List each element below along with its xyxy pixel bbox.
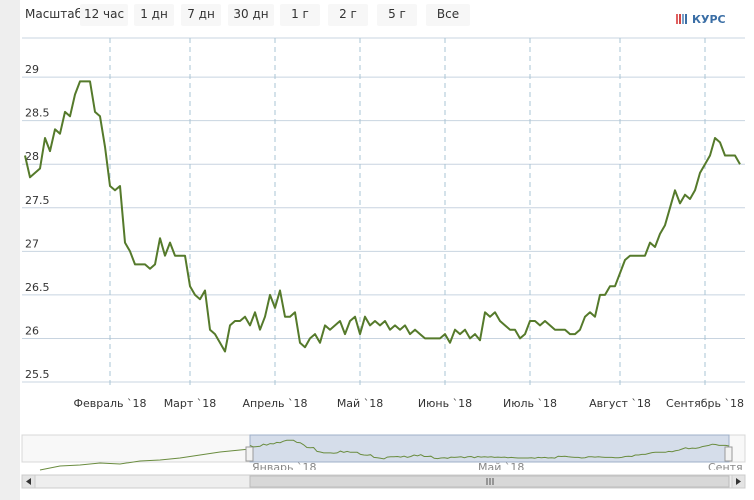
x-tick-label: Июль `18 — [503, 397, 557, 410]
button-bg — [328, 4, 368, 26]
range-button[interactable]: 1 г — [280, 4, 320, 26]
price-line — [24, 80, 741, 353]
range-button[interactable]: 30 дн — [228, 4, 274, 26]
button-bg — [181, 4, 221, 26]
y-tick-label: 27.5 — [25, 194, 50, 207]
y-tick-label: 28 — [25, 150, 39, 163]
button-bg — [80, 4, 128, 26]
x-tick-label: Сентябрь `18 — [666, 397, 744, 410]
button-label: Все — [437, 7, 459, 21]
button-bg — [280, 4, 320, 26]
button-bg — [377, 4, 417, 26]
range-button[interactable]: 2 г — [328, 4, 368, 26]
button-bg — [134, 4, 174, 26]
range-label: Масштаб — [25, 7, 82, 21]
button-bg — [228, 4, 274, 26]
navigator-label: Сентябрь `18 — [708, 461, 754, 474]
logo-text: КУРС — [692, 13, 726, 26]
y-tick-label: 25.5 — [25, 368, 50, 381]
x-tick-label: Апрель `18 — [243, 397, 308, 410]
y-tick-label: 28.5 — [25, 107, 50, 120]
y-tick-label: 26.5 — [25, 281, 50, 294]
side-strip — [0, 0, 20, 500]
navigator-handle[interactable] — [245, 446, 254, 462]
y-tick-label: 27 — [25, 237, 39, 250]
x-tick-label: Август `18 — [589, 397, 651, 410]
button-label: 1 дн — [140, 7, 168, 21]
logo: КУРС — [676, 13, 726, 26]
range-button[interactable]: Все — [426, 4, 470, 26]
navigator-label: Май `18 — [478, 461, 524, 474]
range-button[interactable]: 5 г — [377, 4, 417, 26]
button-label: 1 г — [291, 7, 309, 21]
navigator-line — [249, 439, 730, 460]
range-button[interactable]: 7 дн — [181, 4, 221, 26]
y-tick-label: 26 — [25, 324, 39, 337]
button-label: 30 дн — [233, 7, 268, 21]
navigator-handle[interactable] — [724, 446, 733, 462]
navigator-history — [39, 448, 251, 471]
range-button[interactable]: 1 дн — [134, 4, 174, 26]
button-label: 2 г — [339, 7, 357, 21]
x-tick-label: Март `18 — [164, 397, 217, 410]
button-label: 5 г — [388, 7, 406, 21]
button-bg — [426, 4, 470, 26]
range-button[interactable]: 12 час — [80, 4, 128, 26]
scrollbar — [21, 474, 746, 489]
x-tick-label: Февраль `18 — [74, 397, 147, 410]
button-label: 12 час — [84, 7, 124, 21]
navigator-selection[interactable] — [249, 434, 730, 463]
navigator-label: Январь `18 — [252, 461, 317, 474]
y-tick-label: 29 — [25, 63, 39, 76]
button-label: 7 дн — [187, 7, 215, 21]
x-tick-label: Май `18 — [337, 397, 383, 410]
x-tick-label: Июнь `18 — [418, 397, 472, 410]
